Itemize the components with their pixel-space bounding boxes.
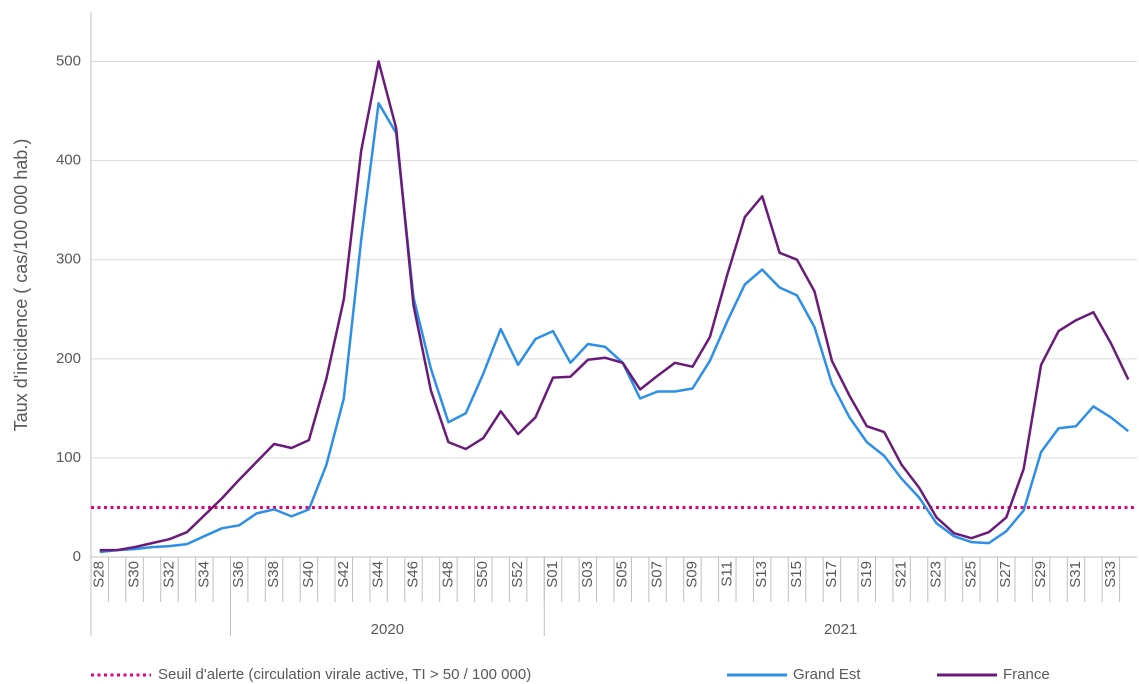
x-tick-label: S07	[649, 561, 666, 588]
group-label: 2021	[824, 621, 857, 638]
x-tick-label: S30	[126, 561, 143, 588]
x-tick-label: S46	[404, 561, 421, 588]
x-tick-label: S21	[893, 561, 910, 588]
x-tick-label: S17	[823, 561, 840, 588]
x-tick-label: S32	[160, 561, 177, 588]
x-tick-label: S15	[788, 561, 805, 588]
x-tick-label: S52	[509, 561, 526, 588]
x-tick-label: S36	[230, 561, 247, 588]
y-tick-label: 400	[56, 152, 81, 169]
y-axis-label: Taux d'incidence ( cas/100 000 hab.)	[11, 139, 31, 432]
x-tick-label: S05	[614, 561, 631, 588]
y-tick-label: 0	[73, 548, 81, 565]
series-line	[99, 60, 1130, 552]
x-tick-label: S09	[683, 561, 700, 588]
y-tick-label: 500	[56, 53, 81, 70]
x-tick-label: S25	[962, 561, 979, 588]
series-line	[99, 101, 1130, 554]
x-tick-label: S28	[91, 561, 108, 588]
legend-label: Seuil d'alerte (circulation virale activ…	[158, 666, 531, 683]
legend-label: Grand Est	[793, 666, 861, 683]
x-tick-label: S38	[265, 561, 282, 588]
x-tick-label: S33	[1102, 561, 1119, 588]
y-tick-label: 300	[56, 251, 81, 268]
x-tick-label: S50	[474, 561, 491, 588]
x-tick-label: S19	[858, 561, 875, 588]
x-tick-label: S44	[370, 561, 387, 588]
x-tick-label: S42	[335, 561, 352, 588]
x-tick-label: S01	[544, 561, 561, 588]
x-tick-label: S34	[195, 561, 212, 588]
group-label: 2020	[371, 621, 404, 638]
x-tick-label: S29	[1032, 561, 1049, 588]
x-tick-label: S11	[718, 561, 735, 587]
y-tick-label: 100	[56, 449, 81, 466]
x-tick-label: S23	[927, 561, 944, 588]
y-tick-label: 200	[56, 350, 81, 367]
x-tick-label: S40	[300, 561, 317, 588]
x-tick-label: S13	[753, 561, 770, 588]
x-tick-label: S31	[1067, 561, 1084, 588]
x-tick-label: S27	[997, 561, 1014, 588]
legend-label: France	[1003, 666, 1050, 683]
x-tick-label: S48	[439, 561, 456, 588]
x-tick-label: S03	[579, 561, 596, 588]
